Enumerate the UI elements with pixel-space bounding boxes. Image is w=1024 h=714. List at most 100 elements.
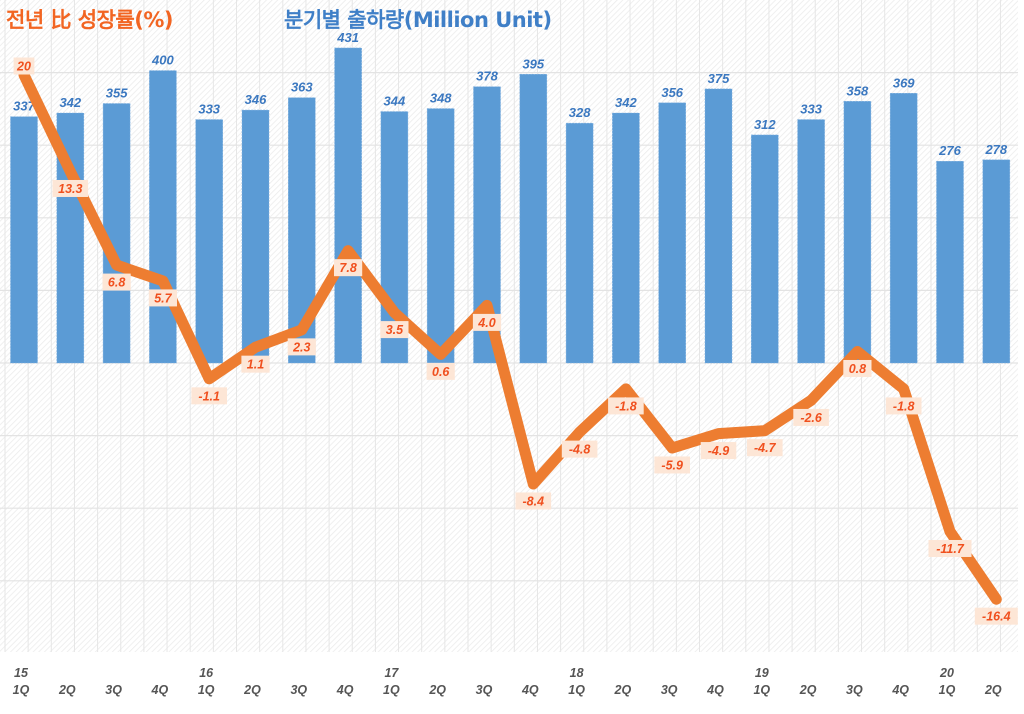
- bar-value-label: 342: [615, 95, 637, 110]
- line-label-box: [843, 359, 872, 377]
- line-label-text: -4.7: [754, 441, 777, 455]
- line-label-box: [426, 362, 455, 380]
- bar: [149, 70, 177, 364]
- bar-value-label: 395: [522, 56, 544, 71]
- line-label-box: [793, 408, 829, 426]
- bar-value-label: 342: [59, 95, 81, 110]
- bar-value-label: 355: [106, 85, 128, 100]
- bar-value-label: 337: [13, 99, 35, 114]
- line-label-box: [241, 355, 270, 373]
- x-tick-year: 20: [939, 666, 954, 680]
- bar-value-label: 328: [569, 105, 591, 120]
- bar: [334, 47, 362, 364]
- bar-value-label: 375: [708, 71, 730, 86]
- x-axis-tick-labels: 1Q 15 2Q 3Q 4Q 1Q 16 2Q 3Q 4Q 1Q 17 2Q 3Q 4Q 1Q 18 2Q 3Q 4Q…: [13, 666, 1002, 697]
- line-label-box: [472, 313, 502, 331]
- line-value-label: 3.5: [380, 321, 409, 339]
- line-label-box: [747, 439, 783, 457]
- bar-value-label: 356: [661, 85, 683, 100]
- bar-data-labels: 337 342 355 400 333 346 363 431 344 348 378 395 328 3…: [13, 30, 1008, 158]
- bar: [889, 92, 918, 364]
- x-tick-quarter: 2Q: [799, 683, 817, 697]
- bar-value-label: 312: [754, 117, 776, 132]
- line-label-text: 13.3: [58, 182, 82, 196]
- x-tick-quarter: 4Q: [706, 683, 724, 697]
- line-label-box: [52, 179, 89, 197]
- line-label-text: -11.7: [936, 542, 965, 556]
- line-data-labels: 20 13.3 6.8 5.7 -1.1 1.1 2.3 7.8 3.5 0.6 4.0 -8.4 -4…: [13, 57, 1018, 625]
- line-value-label: 5.7: [148, 289, 177, 307]
- line-label-text: 1.1: [247, 358, 264, 372]
- line-label-text: 3.5: [386, 323, 404, 337]
- x-tick-quarter: 4Q: [521, 683, 539, 697]
- bar-value-label: 278: [984, 142, 1007, 157]
- x-tick-year: 19: [755, 666, 769, 680]
- x-tick-quarter: 2Q: [58, 683, 76, 697]
- bar: [195, 119, 223, 364]
- line-value-label: 7.8: [334, 259, 363, 277]
- x-tick-quarter: 1Q: [13, 683, 30, 697]
- bar-value-label: 333: [198, 102, 220, 117]
- line-label-box: [974, 607, 1018, 625]
- x-tick-quarter: 2Q: [243, 683, 261, 697]
- line-label-text: 0.8: [849, 362, 866, 376]
- bar: [10, 116, 38, 364]
- bar: [241, 109, 270, 364]
- line-label-box: [287, 338, 316, 356]
- line-label-box: [561, 440, 598, 458]
- bar: [519, 73, 548, 364]
- x-tick-quarter: 3Q: [476, 683, 493, 697]
- bar-value-label: 346: [245, 92, 267, 107]
- shipments-title: 분기별 출하량(Million Unit): [284, 8, 552, 32]
- line-label-box: [334, 259, 363, 277]
- line-label-text: -1.8: [615, 399, 637, 413]
- bar-value-label: 369: [893, 75, 915, 90]
- line-label-text: -2.6: [800, 411, 823, 425]
- bar-series: [10, 47, 1011, 364]
- x-tick-quarter: 2Q: [428, 683, 446, 697]
- line-value-label: -4.7: [747, 439, 783, 457]
- x-tick-quarter: 4Q: [891, 683, 909, 697]
- bar-value-label: 348: [430, 91, 452, 106]
- line-value-label: 0.8: [843, 359, 872, 377]
- line-value-label: -1.8: [608, 397, 644, 415]
- x-tick-quarter: 1Q: [383, 683, 400, 697]
- line-label-text: -1.1: [198, 389, 220, 403]
- x-tick-quarter: 3Q: [846, 683, 863, 697]
- line-value-label: -16.4: [974, 607, 1018, 625]
- line-value-label: -4.9: [700, 442, 737, 460]
- line-label-text: -4.8: [569, 443, 591, 457]
- growth-rate-line: [18, 69, 1002, 605]
- bar: [658, 102, 687, 364]
- x-tick-quarter: 1Q: [939, 683, 956, 697]
- line-value-label: -11.7: [928, 539, 972, 557]
- bar: [612, 112, 640, 364]
- x-tick-year: 17: [384, 666, 399, 680]
- x-tick-quarter: 1Q: [198, 683, 215, 697]
- line-label-text: 4.0: [477, 316, 495, 330]
- line-value-label: -1.8: [885, 397, 922, 415]
- line-label-box: [654, 456, 690, 474]
- bar: [797, 119, 825, 364]
- bar-value-label: 333: [800, 102, 822, 117]
- x-tick-quarter: 2Q: [984, 683, 1002, 697]
- line-value-label: -8.4: [515, 492, 552, 510]
- x-tick-year: 16: [199, 666, 214, 680]
- bar: [565, 122, 594, 364]
- x-tick-quarter: 3Q: [290, 683, 307, 697]
- bar: [750, 134, 779, 364]
- line-label-box: [380, 321, 409, 339]
- line-label-text: 0.6: [432, 365, 450, 379]
- line-label-text: -8.4: [523, 494, 545, 508]
- x-tick-year: 18: [570, 666, 584, 680]
- bar: [843, 101, 872, 364]
- bar: [982, 159, 1011, 364]
- line-label-text: 20: [16, 60, 31, 74]
- growth-rate-title: 전년 比 성장률(%): [6, 8, 173, 32]
- x-tick-year: 15: [14, 666, 29, 680]
- line-label-text: 7.8: [339, 261, 356, 275]
- x-tick-quarter: 3Q: [105, 683, 122, 697]
- line-value-label: 0.6: [426, 362, 455, 380]
